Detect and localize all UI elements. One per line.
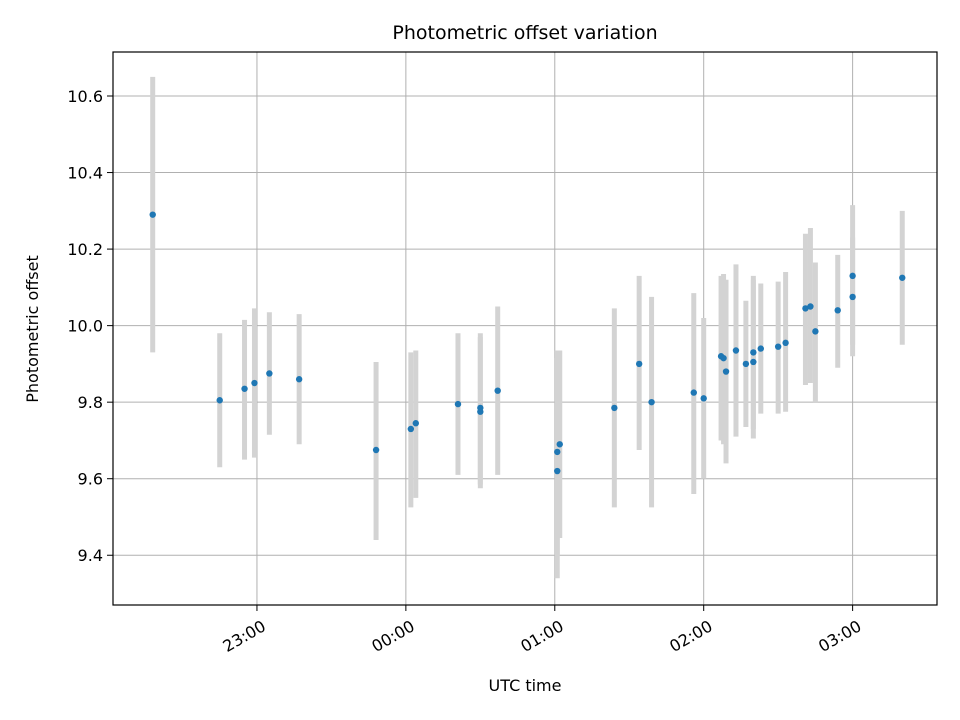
data-point: [554, 448, 561, 456]
x-tick-label: 00:00: [368, 616, 417, 656]
x-tick-label: 23:00: [220, 616, 269, 656]
data-point: [372, 446, 380, 454]
data-points: [149, 211, 906, 475]
data-point: [266, 370, 273, 377]
y-axis-ticks: 9.4 9.6 9.8 10.0 10.2 10.4 10.6: [67, 87, 113, 565]
data-point: [407, 425, 415, 433]
y-tick-label: 10.6: [67, 87, 103, 106]
data-point: [782, 339, 789, 347]
data-point: [554, 467, 561, 475]
data-point: [611, 404, 618, 412]
data-point: [812, 328, 819, 335]
y-tick-label: 9.4: [78, 546, 103, 565]
y-tick-label: 9.6: [78, 470, 103, 489]
data-point: [802, 305, 809, 312]
data-point: [690, 389, 697, 396]
x-tick-label: 02:00: [666, 616, 715, 656]
data-point: [849, 272, 856, 280]
data-point: [149, 211, 156, 218]
plot-frame: [112, 51, 938, 606]
data-point: [849, 293, 856, 301]
data-point: [834, 307, 841, 314]
data-point: [742, 360, 750, 368]
error-bars: [150, 76, 905, 579]
y-tick-label: 10.2: [67, 240, 103, 259]
data-point: [494, 387, 501, 394]
data-point: [295, 376, 303, 383]
y-tick-label: 9.8: [78, 393, 103, 412]
data-point: [750, 349, 757, 356]
data-point: [477, 404, 484, 412]
data-point: [807, 303, 814, 310]
data-point: [635, 360, 643, 368]
data-point: [241, 385, 248, 392]
x-axis-title: UTC time: [489, 676, 562, 695]
y-tick-label: 10.0: [67, 317, 103, 336]
x-tick-label: 01:00: [517, 616, 566, 656]
data-point: [454, 400, 462, 408]
data-point: [556, 441, 563, 448]
data-point: [720, 354, 727, 362]
x-tick-label: 03:00: [815, 616, 864, 656]
chart-title: Photometric offset variation: [392, 22, 657, 44]
data-point: [412, 420, 419, 427]
data-point: [700, 395, 707, 402]
data-point: [757, 345, 764, 352]
data-point: [722, 368, 730, 375]
data-point: [774, 343, 782, 350]
data-point: [216, 397, 223, 404]
x-axis-ticks: 23:00 00:00 01:00 02:00 03:00: [220, 605, 865, 656]
data-point: [750, 358, 757, 366]
y-axis-title: Photometric offset: [23, 255, 42, 403]
data-point: [899, 274, 906, 281]
y-tick-label: 10.4: [67, 164, 103, 183]
data-point: [251, 379, 258, 387]
data-point: [648, 398, 655, 406]
data-point: [732, 347, 740, 354]
